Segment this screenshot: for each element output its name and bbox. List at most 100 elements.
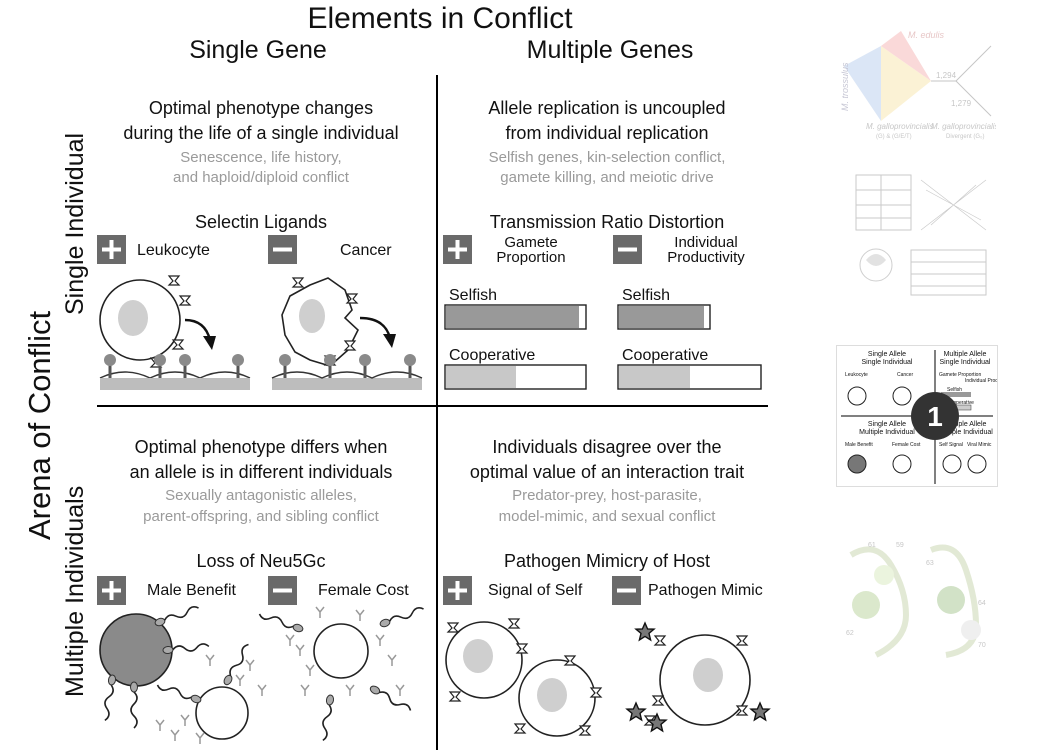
plus-label-line-2: Proportion: [496, 249, 565, 266]
lbl-self-signal: Self Signal: [939, 442, 963, 448]
heading-line-2: from individual replication: [505, 123, 708, 143]
row2-right-line-1: Multiple Allele: [944, 421, 987, 428]
thumbnail-strip[interactable]: M. edulis M. trossulus 1,294 1,279 M. ga…: [828, 0, 1050, 750]
column-header-multiple-genes: Multiple Genes: [527, 36, 694, 64]
lbl-female: Female Cost: [892, 442, 921, 448]
col-right-line-2: Single Individual: [940, 359, 991, 366]
lbl-cancer: Cancer: [897, 372, 913, 378]
lbl-viral: Viral Mimic: [967, 442, 992, 448]
selfish-label-minus: Selfish: [622, 287, 670, 304]
species-bottom-left: M. galloprovincialis: [866, 122, 934, 131]
conflict-diagram: Elements in Conflict Single Gene Multipl…: [22, 2, 770, 750]
bar-fill-minus-cooperative: [619, 366, 690, 388]
case-title: Selectin Ligands: [195, 212, 327, 232]
lbl-male: Male Benefit: [845, 442, 873, 448]
bar-fill-plus-cooperative: [446, 366, 516, 388]
num-6: 70: [978, 642, 986, 649]
cooperative-label-minus: Cooperative: [622, 347, 708, 364]
row-label-single-individual: Single Individual: [61, 133, 89, 315]
examples-line-2: and haploid/diploid conflict: [173, 169, 350, 186]
minus-icon: [268, 576, 297, 605]
species-top: M. edulis: [908, 30, 945, 40]
male-benefit-illustration: [99, 603, 267, 745]
self-signal-cells-illustration: [445, 618, 602, 737]
row2-left-line-1: Single Allele: [868, 421, 906, 428]
plus-icon: [443, 576, 472, 605]
quadrant-multiple-genes-single-individual: Allele replication is uncoupled from ind…: [443, 98, 762, 390]
cancer-cell-illustration: [271, 277, 423, 390]
lbl-cooperative: Cooperative: [947, 400, 974, 406]
thumbnail-data-tables[interactable]: [836, 170, 996, 310]
lbl-leukocyte: Leukocyte: [845, 372, 868, 378]
row2-left-line-2: Multiple Individual: [859, 429, 915, 436]
col-right-line-1: Multiple Allele: [944, 351, 987, 358]
column-header-single-gene: Single Gene: [189, 36, 327, 64]
quadrant-multiple-genes-multiple-individuals: Individuals disagree over the optimal va…: [443, 437, 770, 737]
case-title: Pathogen Mimicry of Host: [504, 551, 710, 571]
examples-line-1: Selfish genes, kin-selection conflict,: [489, 149, 726, 166]
quadrant-single-gene-multiple-individuals: Optimal phenotype differs when an allele…: [97, 437, 426, 745]
num-2: 59: [896, 542, 904, 549]
examples-line-1: Predator-prey, host-parasite,: [512, 487, 702, 504]
num-4: 63: [926, 560, 934, 567]
leukocyte-illustration: [99, 275, 251, 390]
col-left-line-2: Single Individual: [862, 359, 913, 366]
num-a: 1,294: [936, 71, 957, 80]
heading-line-1: Optimal phenotype changes: [149, 98, 373, 118]
thumbnail-protein-structures[interactable]: 61 59 62 63 64 70: [836, 535, 996, 665]
heading-line-2: during the life of a single individual: [123, 123, 398, 143]
col-left-line-1: Single Allele: [868, 351, 906, 358]
num-3: 62: [846, 630, 854, 637]
heading-line-2: optimal value of an interaction trait: [470, 462, 744, 482]
current-figure-badge[interactable]: [911, 392, 959, 440]
thumbnail-phylogeny[interactable]: M. edulis M. trossulus 1,294 1,279 M. ga…: [836, 26, 999, 141]
num-1: 61: [868, 542, 876, 549]
row-label-multiple-individuals: Multiple Individuals: [61, 486, 89, 697]
heading-line-2: an allele is in different individuals: [130, 462, 393, 482]
plus-label: Signal of Self: [488, 582, 583, 599]
heading-line-1: Allele replication is uncoupled: [488, 98, 725, 118]
minus-label: Pathogen Mimic: [648, 582, 763, 599]
examples-line-1: Senescence, life history,: [180, 149, 341, 166]
selfish-label-plus: Selfish: [449, 287, 497, 304]
cooperative-label-plus: Cooperative: [449, 347, 535, 364]
minus-icon: [612, 576, 641, 605]
case-title: Transmission Ratio Distortion: [490, 212, 724, 232]
plus-icon: [443, 235, 472, 264]
lbl-gamete: Gamete Proportion: [939, 372, 981, 378]
num-5: 64: [978, 600, 986, 607]
female-cost-illustration: [257, 604, 426, 742]
minus-label-line-2: Productivity: [667, 249, 745, 266]
row2-right-line-2: Multiple Individual: [937, 429, 993, 436]
pathogen-mimic-illustration: [626, 622, 770, 732]
heading-line-1: Optimal phenotype differs when: [135, 437, 388, 457]
bar-fill-plus-selfish: [446, 306, 579, 328]
heading-line-1: Individuals disagree over the: [492, 437, 721, 457]
quadrant-single-gene-single-individual: Optimal phenotype changes during the lif…: [97, 98, 423, 390]
sub-left: (G) & (G/E/T): [876, 134, 912, 140]
num-b: 1,279: [951, 99, 972, 108]
bar-fill-minus-selfish: [619, 306, 704, 328]
thumbnail-current-figure[interactable]: Single Allele Single Individual Multiple…: [836, 345, 1014, 487]
plus-label: Leukocyte: [137, 242, 210, 259]
main-title: Elements in Conflict: [307, 2, 573, 35]
examples-line-2: gamete killing, and meiotic drive: [500, 169, 713, 186]
plus-label-line-1: Gamete: [504, 234, 557, 251]
minus-label: Female Cost: [318, 582, 409, 599]
sub-right: Divergent (G₀): [946, 134, 985, 140]
minus-label: Cancer: [340, 242, 392, 259]
species-left: M. trossulus: [840, 62, 850, 111]
examples-line-2: model-mimic, and sexual conflict: [499, 508, 717, 525]
plus-icon: [97, 576, 126, 605]
lbl-selfish: Selfish: [947, 387, 962, 393]
case-title: Loss of Neu5Gc: [196, 551, 325, 571]
plus-label: Male Benefit: [147, 582, 236, 599]
minus-label-line-1: Individual: [674, 234, 737, 251]
minus-icon: [268, 235, 297, 264]
minus-icon: [613, 235, 642, 264]
examples-line-2: parent-offspring, and sibling conflict: [143, 508, 380, 525]
plus-icon: [97, 235, 126, 264]
lbl-individual: Individual Productivity: [965, 378, 997, 384]
examples-line-1: Sexually antagonistic alleles,: [165, 487, 357, 504]
